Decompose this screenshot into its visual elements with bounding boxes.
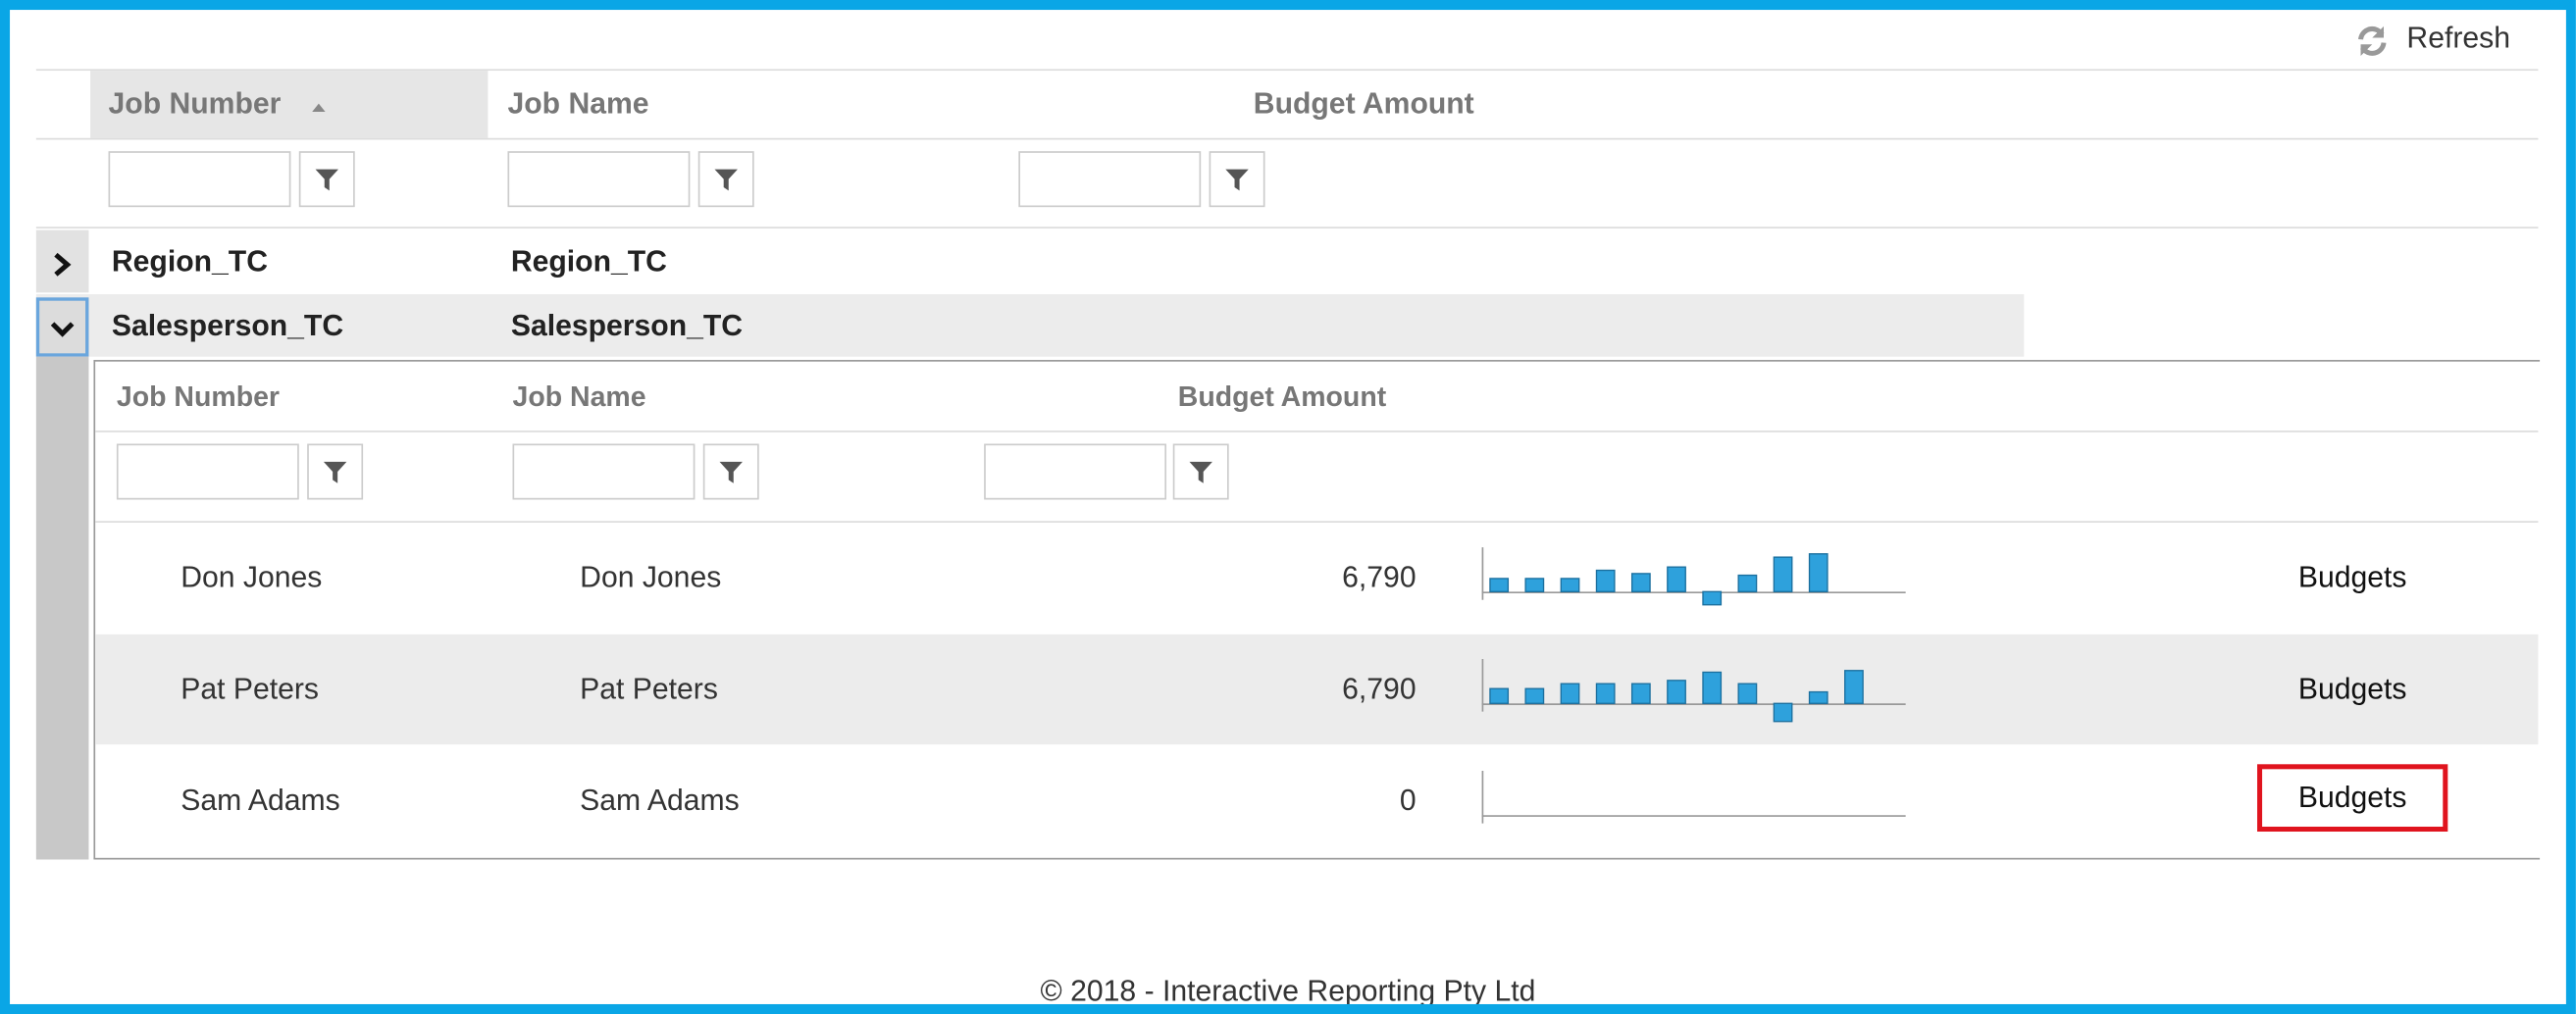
filter-button[interactable] bbox=[1172, 443, 1229, 500]
group-label: Region_TC bbox=[111, 244, 269, 279]
refresh-label: Refresh bbox=[2406, 21, 2510, 55]
divider bbox=[95, 431, 2539, 432]
sparkline-bar bbox=[1737, 574, 1758, 592]
cell-job-number: Sam Adams bbox=[180, 784, 340, 817]
sparkline-bar bbox=[1560, 578, 1580, 592]
divider bbox=[35, 227, 2539, 228]
detail-table bbox=[93, 360, 2541, 860]
expand-toggle[interactable] bbox=[35, 229, 89, 293]
cell-budget-amount: 0 bbox=[1399, 784, 1417, 817]
filter-input[interactable] bbox=[984, 443, 1167, 500]
filter-button[interactable] bbox=[702, 443, 759, 500]
sparkline bbox=[1481, 659, 1906, 723]
chevron-down bbox=[50, 322, 75, 337]
group-label: Region_TC bbox=[510, 244, 667, 279]
filter-button[interactable] bbox=[1209, 151, 1265, 208]
sparkline-bar bbox=[1630, 683, 1651, 704]
filter-icon bbox=[1225, 169, 1249, 191]
filter-icon bbox=[719, 461, 743, 483]
group-label: Salesperson_TC bbox=[510, 309, 744, 342]
cell-job-name: Pat Peters bbox=[580, 672, 718, 705]
budgets-link[interactable]: Budgets bbox=[2297, 560, 2407, 593]
cell-budget-amount: 6,790 bbox=[1342, 560, 1417, 593]
filter-input[interactable] bbox=[1018, 151, 1202, 208]
column-header[interactable]: Job Number bbox=[108, 86, 282, 121]
filter-button[interactable] bbox=[307, 443, 364, 500]
cell-job-number: Don Jones bbox=[180, 560, 323, 593]
filter-icon bbox=[323, 461, 347, 483]
sparkline-bar bbox=[1808, 690, 1829, 704]
sparkline-bar bbox=[1773, 556, 1793, 592]
sparkline-bar bbox=[1702, 590, 1723, 606]
sparkline-bar bbox=[1489, 687, 1510, 704]
sparkline-bar bbox=[1773, 702, 1793, 723]
cell-job-name: Don Jones bbox=[580, 560, 722, 593]
sparkline-bar bbox=[1844, 670, 1864, 704]
sorted-column-bg bbox=[90, 71, 489, 138]
budgets-link[interactable]: Budgets bbox=[2297, 672, 2407, 705]
cell-budget-amount: 6,790 bbox=[1342, 672, 1417, 705]
sparkline-bar bbox=[1667, 680, 1686, 704]
group-label: Salesperson_TC bbox=[111, 309, 344, 342]
divider bbox=[35, 69, 2539, 72]
sparkline-bar bbox=[1808, 553, 1829, 592]
group-row-bg bbox=[35, 293, 2025, 357]
chevron-right bbox=[54, 252, 72, 277]
column-header[interactable]: Budget Amount bbox=[1177, 380, 1387, 413]
sparkline bbox=[1481, 770, 1906, 824]
sparkline-bar bbox=[1595, 569, 1616, 592]
sort-arrow bbox=[312, 103, 326, 112]
sparkline-bar bbox=[1702, 671, 1723, 704]
sparkline-bar bbox=[1560, 683, 1580, 704]
indent-column bbox=[35, 356, 89, 860]
filter-button[interactable] bbox=[298, 151, 355, 208]
refresh-icon bbox=[2358, 25, 2387, 56]
column-header[interactable]: Budget Amount bbox=[1253, 86, 1474, 121]
divider bbox=[35, 137, 2539, 140]
collapse-toggle[interactable] bbox=[35, 297, 89, 357]
filter-input[interactable] bbox=[116, 443, 299, 500]
sparkline-bar bbox=[1524, 578, 1545, 592]
divider bbox=[95, 521, 2539, 523]
filter-icon bbox=[714, 169, 738, 191]
cell-job-number: Pat Peters bbox=[180, 672, 319, 705]
filter-button[interactable] bbox=[697, 151, 754, 208]
filter-icon bbox=[1189, 461, 1212, 483]
sparkline-bar bbox=[1595, 683, 1616, 704]
sparkline-bar bbox=[1489, 578, 1510, 592]
filter-input[interactable] bbox=[507, 151, 691, 208]
filter-icon bbox=[315, 169, 338, 191]
footer: © 2018 - Interactive Reporting Pty Ltd bbox=[1040, 974, 1536, 1008]
row-bg bbox=[95, 634, 2539, 745]
column-header[interactable]: Job Name bbox=[512, 380, 646, 413]
sparkline-bar bbox=[1667, 566, 1686, 592]
sparkline-bar bbox=[1524, 687, 1545, 704]
sparkline-bar bbox=[1737, 683, 1758, 704]
budgets-link[interactable]: Budgets bbox=[2257, 764, 2448, 833]
cell-job-name: Sam Adams bbox=[580, 784, 740, 817]
column-header[interactable]: Job Name bbox=[507, 86, 649, 121]
filter-input[interactable] bbox=[512, 443, 696, 500]
sparkline bbox=[1481, 547, 1906, 606]
sparkline-bar bbox=[1630, 573, 1651, 592]
column-header[interactable]: Job Number bbox=[116, 380, 281, 413]
filter-input[interactable] bbox=[108, 151, 291, 208]
